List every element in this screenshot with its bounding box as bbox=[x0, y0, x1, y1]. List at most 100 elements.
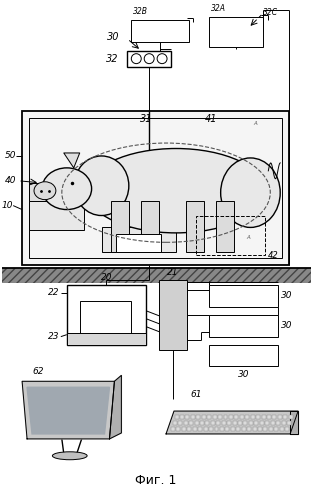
Text: 10: 10 bbox=[2, 201, 13, 210]
Text: 30: 30 bbox=[281, 321, 293, 330]
Ellipse shape bbox=[87, 148, 265, 233]
Bar bbox=[283, 415, 287, 419]
Bar bbox=[278, 415, 282, 419]
Bar bbox=[229, 415, 233, 419]
Text: 30: 30 bbox=[107, 32, 120, 42]
Bar bbox=[195, 421, 198, 425]
Text: CPU: CPU bbox=[94, 314, 117, 324]
Bar bbox=[240, 415, 244, 419]
Bar bbox=[280, 427, 284, 431]
Text: 32: 32 bbox=[105, 54, 118, 64]
Text: 50: 50 bbox=[5, 152, 16, 160]
Bar bbox=[206, 421, 209, 425]
Bar bbox=[245, 415, 249, 419]
Bar bbox=[247, 427, 251, 431]
Bar bbox=[218, 415, 222, 419]
Text: Фиг. 1: Фиг. 1 bbox=[136, 474, 177, 487]
Bar bbox=[185, 415, 189, 419]
Text: A: A bbox=[253, 120, 257, 126]
Bar bbox=[238, 421, 242, 425]
Bar bbox=[215, 427, 219, 431]
Bar bbox=[116, 234, 161, 252]
Bar bbox=[209, 427, 213, 431]
Bar bbox=[200, 421, 204, 425]
Bar bbox=[220, 427, 224, 431]
Text: 30: 30 bbox=[238, 370, 249, 379]
Text: 22: 22 bbox=[48, 288, 60, 298]
Bar bbox=[67, 332, 146, 344]
Bar bbox=[233, 421, 237, 425]
Polygon shape bbox=[27, 388, 109, 434]
Bar bbox=[67, 285, 146, 344]
Bar bbox=[198, 427, 202, 431]
Text: 32B: 32B bbox=[133, 7, 148, 16]
Ellipse shape bbox=[34, 182, 56, 200]
Bar bbox=[191, 415, 195, 419]
Bar bbox=[182, 427, 186, 431]
Text: 32A: 32A bbox=[211, 4, 226, 13]
Ellipse shape bbox=[52, 452, 87, 460]
Bar bbox=[227, 421, 231, 425]
Bar bbox=[272, 415, 276, 419]
Bar bbox=[202, 415, 206, 419]
Bar bbox=[171, 427, 175, 431]
Bar bbox=[101, 228, 176, 252]
Bar bbox=[253, 427, 257, 431]
Bar bbox=[225, 427, 229, 431]
Bar bbox=[80, 301, 131, 336]
Bar bbox=[209, 285, 278, 307]
Text: 40: 40 bbox=[5, 176, 16, 186]
Bar bbox=[216, 421, 220, 425]
Text: 21: 21 bbox=[167, 268, 179, 276]
Bar bbox=[267, 415, 271, 419]
Bar bbox=[193, 427, 197, 431]
Bar bbox=[187, 427, 191, 431]
Bar bbox=[159, 280, 187, 349]
Bar bbox=[281, 421, 285, 425]
Bar bbox=[211, 421, 215, 425]
Text: 42: 42 bbox=[267, 250, 278, 260]
Bar bbox=[186, 200, 204, 252]
Bar bbox=[174, 415, 179, 419]
Bar bbox=[285, 427, 289, 431]
Bar bbox=[178, 421, 182, 425]
Bar bbox=[184, 421, 188, 425]
Bar bbox=[29, 183, 84, 200]
Bar bbox=[258, 427, 262, 431]
Bar bbox=[22, 112, 289, 265]
Text: 23: 23 bbox=[48, 332, 60, 341]
Bar bbox=[196, 216, 265, 255]
Bar bbox=[222, 421, 226, 425]
Bar bbox=[209, 344, 278, 366]
Bar bbox=[176, 427, 180, 431]
Bar bbox=[263, 427, 267, 431]
Bar bbox=[242, 427, 246, 431]
Polygon shape bbox=[290, 411, 298, 434]
Bar bbox=[234, 415, 238, 419]
Bar bbox=[196, 415, 200, 419]
Bar bbox=[289, 415, 293, 419]
Bar bbox=[111, 200, 129, 252]
Text: 20: 20 bbox=[101, 272, 112, 281]
Text: Ввод: Ввод bbox=[148, 26, 172, 36]
Bar bbox=[189, 421, 193, 425]
Bar bbox=[213, 415, 217, 419]
Bar bbox=[249, 421, 253, 425]
Bar bbox=[207, 415, 211, 419]
Bar bbox=[236, 427, 240, 431]
Polygon shape bbox=[64, 153, 80, 168]
Bar bbox=[262, 415, 266, 419]
Text: A: A bbox=[247, 235, 250, 240]
Bar bbox=[274, 427, 278, 431]
Bar bbox=[244, 421, 248, 425]
Bar bbox=[2, 268, 311, 283]
Bar bbox=[141, 200, 159, 252]
Bar bbox=[265, 421, 269, 425]
Text: 31: 31 bbox=[140, 114, 152, 124]
Text: 41: 41 bbox=[204, 114, 217, 124]
Bar bbox=[209, 17, 263, 46]
Bar bbox=[173, 421, 177, 425]
Text: 62: 62 bbox=[32, 367, 44, 376]
Bar bbox=[251, 415, 255, 419]
Bar bbox=[269, 427, 273, 431]
